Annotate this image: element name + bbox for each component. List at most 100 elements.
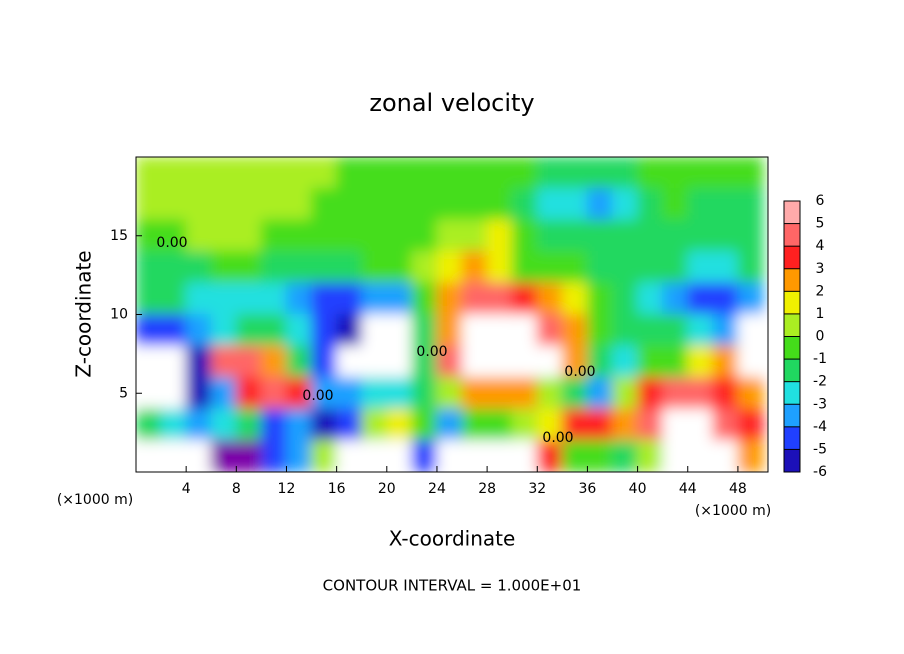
field-cell	[361, 408, 388, 441]
field-cell	[210, 377, 237, 410]
colorbar-band	[784, 336, 800, 360]
field-cell	[561, 157, 588, 189]
field-cell	[536, 251, 563, 284]
field-cell	[612, 219, 639, 252]
field-cell	[637, 157, 664, 189]
field-cell	[536, 345, 563, 378]
field-cell	[235, 188, 262, 221]
field-cell	[662, 377, 689, 410]
x-tick-label: 4	[182, 481, 191, 497]
field-cell	[386, 282, 413, 315]
field-cell	[637, 345, 664, 378]
colorbar-label: -3	[813, 396, 827, 412]
colorbar-label: -1	[813, 351, 827, 367]
field-cell	[386, 377, 413, 410]
field-cell	[210, 440, 237, 472]
field-cell	[411, 377, 438, 410]
field-cell	[361, 314, 388, 347]
field-cell	[737, 219, 764, 252]
field-cell	[210, 219, 237, 252]
field-cell	[436, 157, 463, 189]
x-tick-label: 12	[278, 481, 296, 497]
field-cell	[687, 440, 714, 472]
field-cell	[185, 345, 212, 378]
field-cell	[486, 408, 513, 441]
field-cell	[411, 219, 438, 252]
field-cell	[511, 219, 538, 252]
field-cell	[185, 188, 212, 221]
field-cell	[561, 408, 588, 441]
y-tick-label: 5	[119, 385, 128, 401]
field-cell	[235, 314, 262, 347]
colorbar-band	[784, 381, 800, 405]
field-cell	[210, 157, 237, 189]
field-cell	[612, 440, 639, 472]
field-cell	[637, 314, 664, 347]
colorbar-label: -4	[813, 419, 827, 435]
field-cell	[511, 440, 538, 472]
field-cell	[210, 345, 237, 378]
field-cell	[637, 219, 664, 252]
field-cell	[386, 408, 413, 441]
field-cell	[461, 377, 488, 410]
field-cell	[311, 219, 338, 252]
field-cell	[486, 282, 513, 315]
field-cell	[210, 188, 237, 221]
field-cell	[461, 440, 488, 472]
field-cell	[160, 251, 187, 284]
field-cell	[561, 345, 588, 378]
x-tick-label: 40	[629, 481, 647, 497]
x-tick-label: 20	[378, 481, 396, 497]
field-cell	[136, 345, 162, 378]
field-cell	[561, 219, 588, 252]
x-unit-right: (×1000 m)	[695, 503, 771, 519]
field-cell	[436, 314, 463, 347]
field-cell	[662, 408, 689, 441]
field-cell	[737, 251, 764, 284]
field-cell	[436, 377, 463, 410]
field-cell	[386, 314, 413, 347]
field-cell	[260, 440, 287, 472]
field-cell	[311, 251, 338, 284]
field-cell	[612, 157, 639, 189]
field-cell	[285, 282, 313, 315]
field-cell	[311, 408, 338, 441]
field-cell	[235, 345, 262, 378]
field-cell	[436, 282, 463, 315]
colorbar-band	[784, 246, 800, 269]
field-cell	[136, 282, 162, 315]
field-cell	[486, 251, 513, 284]
field-cell	[160, 408, 187, 441]
field-cell	[361, 157, 388, 189]
field-cell	[285, 440, 313, 472]
field-cell	[136, 251, 162, 284]
field-cell	[486, 314, 513, 347]
field-cell	[285, 188, 313, 221]
colorbar-band	[784, 313, 800, 337]
field-cell	[637, 188, 664, 221]
colorbar-label: -6	[813, 464, 827, 480]
field-cell	[136, 157, 162, 189]
field-cell	[461, 345, 488, 378]
field-cell	[687, 282, 714, 315]
colorbar-label: 1	[816, 306, 825, 322]
field-cell	[511, 345, 538, 378]
field-cell	[185, 282, 212, 315]
field-cell	[712, 188, 739, 221]
field-cell	[235, 377, 262, 410]
x-tick-label: 32	[528, 481, 546, 497]
field-cell	[712, 282, 739, 315]
field-cell	[285, 157, 313, 189]
field-cell	[285, 219, 313, 252]
field-cell	[637, 408, 664, 441]
field-cell	[311, 440, 338, 472]
field-cell	[336, 219, 363, 252]
field-cell	[185, 251, 212, 284]
field-cell	[687, 251, 714, 284]
field-cell	[612, 345, 639, 378]
field-cell	[411, 345, 438, 378]
colorbar-label: -5	[813, 441, 827, 457]
field-cell	[185, 408, 212, 441]
field-cell	[687, 157, 714, 189]
